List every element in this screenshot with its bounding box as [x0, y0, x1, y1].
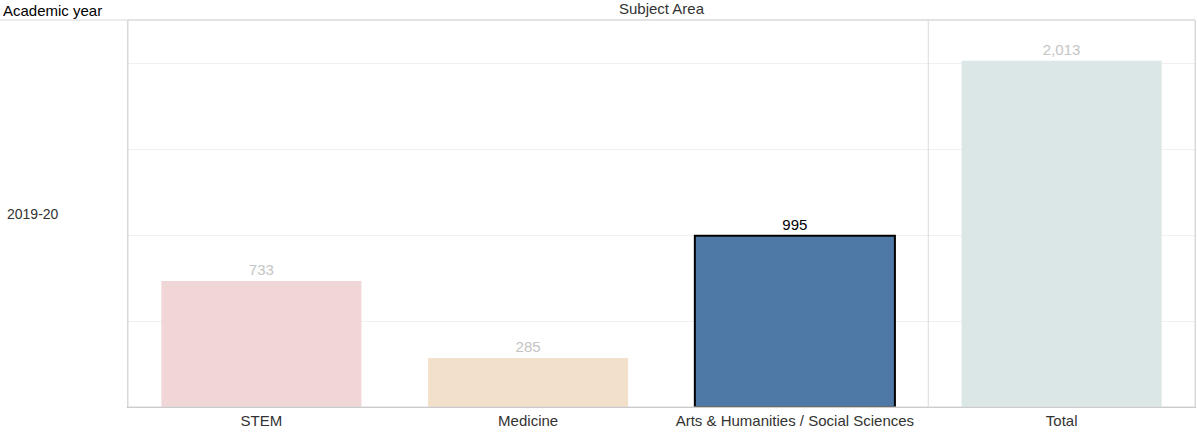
svg-text:2019-20: 2019-20 [7, 206, 59, 222]
svg-text:285: 285 [516, 338, 541, 355]
svg-text:2,013: 2,013 [1043, 41, 1081, 58]
svg-text:Academic year: Academic year [3, 2, 102, 19]
svg-text:Total: Total [1046, 412, 1078, 429]
svg-text:995: 995 [782, 216, 807, 233]
svg-text:733: 733 [249, 261, 274, 278]
svg-text:STEM: STEM [241, 412, 283, 429]
svg-text:Subject Area: Subject Area [619, 0, 705, 17]
svg-text:Arts & Humanities / Social Sci: Arts & Humanities / Social Sciences [676, 412, 914, 429]
svg-text:Medicine: Medicine [498, 412, 558, 429]
